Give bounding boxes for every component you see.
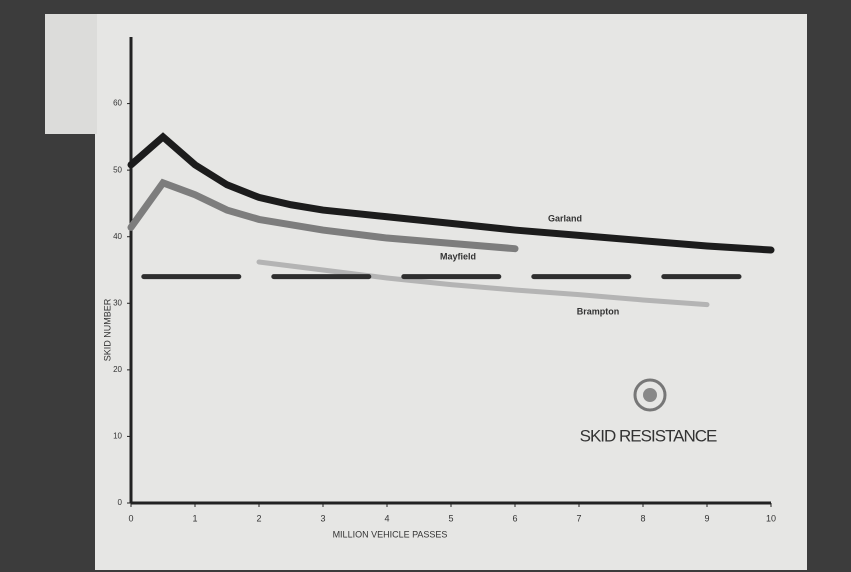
x-tick-label: 10 <box>766 513 776 523</box>
y-tick-label: 60 <box>113 99 122 108</box>
chart: SKID RESISTANCE MILLION VEHICLE PASSES S… <box>0 0 851 572</box>
series-label: Brampton <box>577 306 620 316</box>
paper-edge <box>45 14 97 134</box>
y-axis-label: SKID NUMBER <box>102 298 112 361</box>
x-tick-label: 5 <box>448 513 453 523</box>
y-tick-label: 0 <box>118 498 123 507</box>
y-tick-label: 40 <box>113 232 122 241</box>
annotation: SKID RESISTANCE <box>580 426 717 445</box>
x-tick-label: 1 <box>192 513 197 523</box>
y-tick-label: 10 <box>113 432 122 441</box>
x-tick-label: 0 <box>128 513 133 523</box>
y-tick-label: 20 <box>113 365 122 374</box>
series-label: Mayfield <box>440 251 476 261</box>
series-label: Garland <box>548 213 582 223</box>
x-tick-label: 2 <box>256 513 261 523</box>
y-tick-label: 50 <box>113 165 122 174</box>
x-tick-label: 8 <box>640 513 645 523</box>
y-tick-label: 30 <box>113 298 122 307</box>
x-tick-label: 3 <box>320 513 325 523</box>
x-axis-label: MILLION VEHICLE PASSES <box>333 529 448 539</box>
slide <box>95 14 807 570</box>
x-tick-label: 6 <box>512 513 517 523</box>
x-tick-label: 9 <box>704 513 709 523</box>
x-tick-label: 7 <box>576 513 581 523</box>
x-tick-label: 4 <box>384 513 389 523</box>
